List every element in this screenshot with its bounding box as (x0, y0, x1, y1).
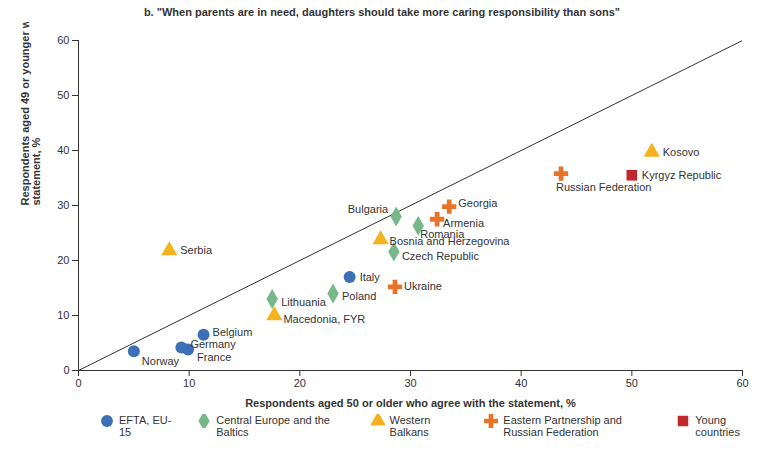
svg-text:50: 50 (57, 89, 69, 101)
svg-text:10: 10 (183, 377, 195, 389)
svg-text:Lithuania: Lithuania (281, 296, 327, 308)
svg-text:Armenia: Armenia (443, 217, 485, 229)
svg-text:50: 50 (626, 377, 638, 389)
svg-text:Bosnia and Herzegovina: Bosnia and Herzegovina (390, 235, 511, 247)
svg-text:Germany: Germany (190, 338, 236, 350)
html-text:Western Balkans: Western Balkans (389, 414, 431, 438)
html-text:Eastern Partnership and Russia: Eastern Partnership and Russian Federati… (503, 414, 622, 438)
svg-text:Georgia: Georgia (458, 197, 498, 209)
html-text:b. "When parents are in need,: b. "When parents are in need, daughters … (143, 6, 621, 18)
svg-text:30: 30 (404, 377, 416, 389)
svg-text:10: 10 (57, 309, 69, 321)
svg-text:Kyrgyz Republic: Kyrgyz Republic (642, 169, 722, 181)
svg-text:Czech Republic: Czech Republic (402, 250, 480, 262)
svg-text:40: 40 (515, 377, 527, 389)
html-text:Central Europe and the Baltics: Central Europe and the Baltics (216, 414, 330, 438)
svg-text:20: 20 (294, 377, 306, 389)
svg-text:40: 40 (57, 144, 69, 156)
svg-text:Poland: Poland (342, 290, 376, 302)
svg-text:Kosovo: Kosovo (663, 146, 700, 158)
svg-text:60: 60 (57, 34, 69, 46)
svg-text:0: 0 (75, 377, 81, 389)
svg-text:0: 0 (63, 364, 69, 376)
svg-text:Russian Federation: Russian Federation (556, 181, 651, 193)
svg-text:France: France (197, 351, 231, 363)
svg-text:60: 60 (736, 377, 748, 389)
svg-text:20: 20 (57, 254, 69, 266)
svg-text:30: 30 (57, 199, 69, 211)
svg-text:Respondents aged 50 or older w: Respondents aged 50 or older who agree w… (245, 397, 576, 409)
svg-text:Norway: Norway (142, 355, 180, 367)
html-text:EFTA, EU-15: EFTA, EU-15 (119, 414, 172, 438)
svg-text:Belgium: Belgium (213, 326, 253, 338)
svg-text:Respondents aged 49 or younger: Respondents aged 49 or younger who agree… (19, 22, 42, 206)
svg-text:Macedonia, FYR: Macedonia, FYR (283, 313, 365, 325)
svg-text:Bulgaria: Bulgaria (348, 203, 389, 215)
svg-text:Serbia: Serbia (180, 244, 213, 256)
svg-text:Ukraine: Ukraine (404, 280, 442, 292)
svg-text:Italy: Italy (360, 271, 381, 283)
html-text:Young countries: Young countries (695, 414, 740, 438)
